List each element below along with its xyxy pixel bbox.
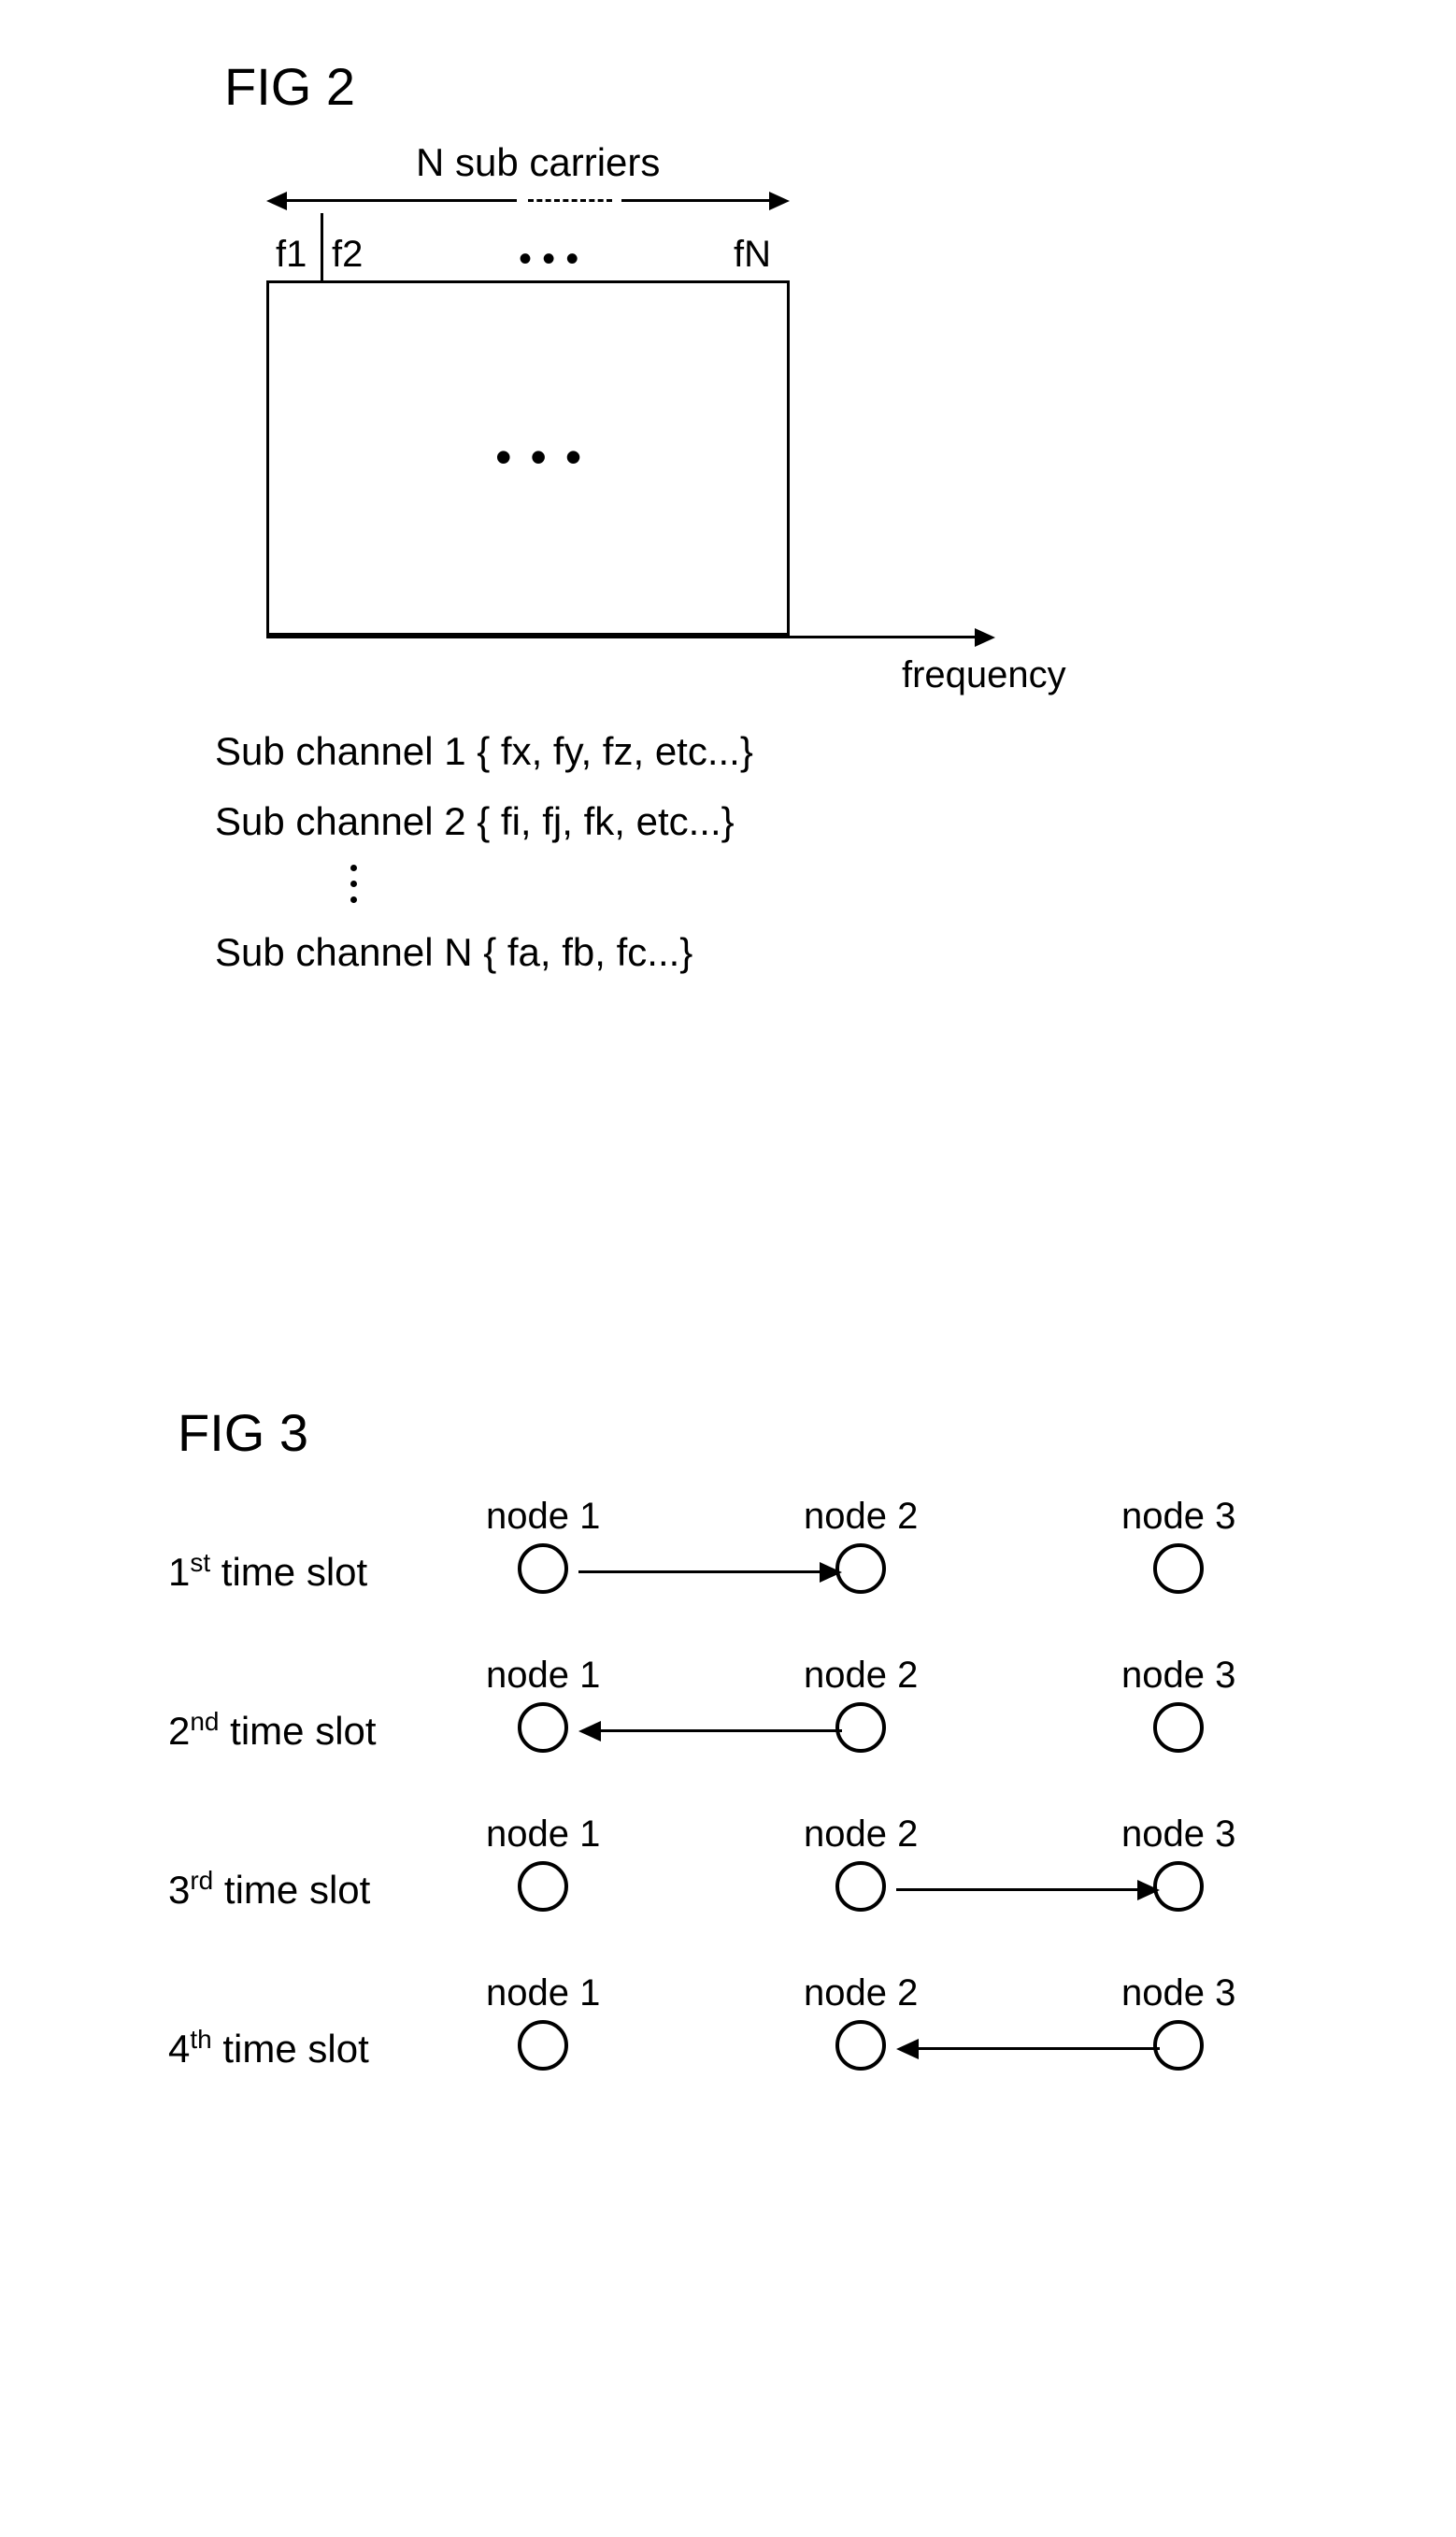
fig3-row: 3rd time slot node 1 node 2 node 3 [168, 1795, 1383, 1954]
node-circle-icon [518, 1861, 568, 1912]
node-1: node 1 [486, 1813, 600, 1912]
node-circle-icon [1153, 1702, 1204, 1753]
node-circle-icon [835, 1861, 886, 1912]
frequency-axis [266, 636, 977, 638]
node-3: node 3 [1121, 1972, 1235, 2071]
time-slot-label: 2nd time slot [168, 1707, 377, 1754]
subchannel-vdots-icon [350, 865, 357, 903]
fig3-title: FIG 3 [178, 1402, 308, 1463]
node-circle-icon [518, 2020, 568, 2071]
fig3-row: 1st time slot node 1 node 2 node 3 [168, 1477, 1383, 1636]
edge-line [578, 1570, 820, 1573]
edge-arrow-icon [896, 2039, 919, 2059]
time-slot-label: 4th time slot [168, 2025, 369, 2071]
node-2: node 2 [804, 1813, 918, 1912]
edge-line [919, 2047, 1160, 2050]
node-1: node 1 [486, 1496, 600, 1594]
time-slot-label: 1st time slot [168, 1548, 367, 1595]
n-subcarriers-label: N sub carriers [416, 140, 660, 185]
frequency-axis-label: frequency [902, 654, 1066, 696]
fig2-title: FIG 2 [224, 56, 355, 117]
edge-arrow-icon [1137, 1880, 1160, 1900]
node-3: node 3 [1121, 1496, 1235, 1594]
node-circle-icon [518, 1543, 568, 1594]
fig3-diagram: 1st time slotnode 1node 2node 32nd time … [168, 1477, 1383, 2113]
node-label: node 3 [1121, 1972, 1235, 2014]
fig2-diagram: N sub carriers f1 f2 • • • fN [215, 150, 1056, 673]
fig2-chart: N sub carriers f1 f2 • • • fN [266, 150, 921, 673]
carrier-f1-label: f1 [276, 234, 307, 276]
subchannel-1-text: Sub channel 1 { fx, fy, fz, etc...} [215, 729, 753, 774]
node-2: node 2 [804, 1655, 918, 1753]
node-label: node 2 [804, 1496, 918, 1538]
node-circle-icon [835, 2020, 886, 2071]
frequency-axis-arrow-icon [975, 628, 995, 647]
node-circle-icon [518, 1702, 568, 1753]
node-label: node 1 [486, 1496, 600, 1538]
node-label: node 1 [486, 1655, 600, 1697]
node-3: node 3 [1121, 1655, 1235, 1753]
node-circle-icon [1153, 1543, 1204, 1594]
node-circle-icon [1153, 1861, 1204, 1912]
edge-line [896, 1888, 1137, 1891]
node-label: node 1 [486, 1972, 600, 2014]
fig2-box-dots: • • • [495, 430, 584, 484]
subchannel-2-text: Sub channel 2 { fi, fj, fk, etc...} [215, 799, 735, 844]
node-label: node 2 [804, 1972, 918, 2014]
fig2-divider-line [321, 213, 323, 280]
node-circle-icon [835, 1543, 886, 1594]
fig3-row: 2nd time slot node 1 node 2 node 3 [168, 1636, 1383, 1795]
fig3-row: 4th time slot node 1 node 2 node 3 [168, 1954, 1383, 2113]
carrier-f2-label: f2 [332, 234, 363, 276]
edge-line [601, 1729, 842, 1732]
carrier-fN-label: fN [734, 234, 771, 276]
subchannel-N-text: Sub channel N { fa, fb, fc...} [215, 930, 692, 975]
time-slot-label: 3rd time slot [168, 1866, 370, 1913]
node-label: node 2 [804, 1813, 918, 1856]
node-label: node 3 [1121, 1496, 1235, 1538]
n-subcarriers-arrow [266, 192, 790, 210]
node-circle-icon [835, 1702, 886, 1753]
node-label: node 3 [1121, 1655, 1235, 1697]
edge-arrow-icon [820, 1562, 842, 1583]
carrier-dots-label: • • • [519, 238, 578, 280]
node-circle-icon [1153, 2020, 1204, 2071]
node-1: node 1 [486, 1972, 600, 2071]
edge-arrow-icon [578, 1721, 601, 1742]
node-label: node 3 [1121, 1813, 1235, 1856]
node-label: node 1 [486, 1813, 600, 1856]
node-label: node 2 [804, 1655, 918, 1697]
